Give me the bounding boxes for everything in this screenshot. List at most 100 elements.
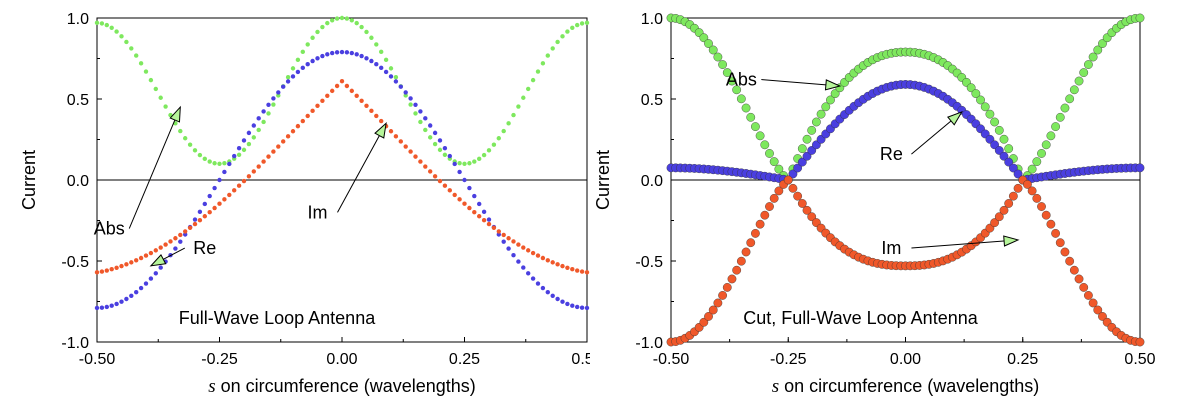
data-point xyxy=(980,102,990,112)
data-point xyxy=(232,188,237,193)
y-tick-label: -1.0 xyxy=(61,335,89,352)
data-point xyxy=(575,304,580,310)
data-point xyxy=(418,159,423,164)
data-point xyxy=(1060,247,1070,257)
x-tick-label: 0.50 xyxy=(1124,351,1155,368)
data-point xyxy=(811,117,821,127)
data-point xyxy=(774,164,784,174)
x-axis-label: s on circumference (wavelengths) xyxy=(208,376,476,397)
data-point xyxy=(530,250,536,256)
data-point xyxy=(560,299,565,304)
data-point xyxy=(976,95,985,105)
x-tick-label: -0.50 xyxy=(653,351,690,368)
data-point xyxy=(990,117,1000,127)
data-point xyxy=(148,276,154,281)
series-im xyxy=(94,49,590,311)
data-point xyxy=(584,270,590,275)
data-point xyxy=(971,89,981,99)
data-point xyxy=(134,289,139,295)
data-point xyxy=(364,29,369,35)
data-point xyxy=(1037,202,1046,211)
data-point xyxy=(359,53,364,59)
data-point xyxy=(134,258,139,263)
data-point xyxy=(276,144,281,149)
y-tick-label: -0.5 xyxy=(61,254,89,271)
data-point xyxy=(236,183,242,188)
data-point xyxy=(143,69,149,74)
data-point xyxy=(109,303,114,308)
data-point xyxy=(325,20,330,26)
data-point xyxy=(339,15,345,21)
data-point xyxy=(1055,238,1065,248)
data-point xyxy=(511,112,516,118)
data-point xyxy=(442,183,448,188)
data-point xyxy=(315,56,320,61)
data-point xyxy=(325,52,330,57)
data-point xyxy=(704,39,713,48)
data-point xyxy=(741,103,751,113)
data-point xyxy=(403,90,408,95)
data-point xyxy=(398,139,403,144)
data-point xyxy=(550,46,555,51)
data-point xyxy=(486,217,492,222)
data-point xyxy=(364,103,369,109)
y-tick-label: 0.0 xyxy=(641,173,663,190)
data-point xyxy=(334,16,340,21)
data-point xyxy=(418,119,423,125)
data-point xyxy=(699,33,709,43)
data-point xyxy=(173,236,178,241)
data-point xyxy=(94,305,100,311)
data-point xyxy=(788,169,798,179)
y-tick-label: -1.0 xyxy=(635,335,663,352)
annotation-label: Abs xyxy=(726,70,757,90)
data-point xyxy=(783,175,793,185)
data-point xyxy=(1079,283,1089,292)
data-point xyxy=(802,151,812,161)
data-point xyxy=(295,57,301,63)
data-point xyxy=(423,164,428,169)
data-point xyxy=(334,83,340,89)
data-point xyxy=(1069,85,1079,95)
data-point xyxy=(530,77,536,83)
data-point xyxy=(994,212,1004,222)
data-point xyxy=(138,255,144,261)
data-point xyxy=(570,267,575,272)
data-point xyxy=(330,50,335,56)
data-point xyxy=(575,268,580,273)
data-point xyxy=(432,130,438,136)
data-point xyxy=(261,109,266,114)
data-point xyxy=(1037,149,1046,158)
data-point xyxy=(746,238,756,248)
y-axis-label: Current xyxy=(19,150,39,210)
data-point xyxy=(187,225,193,230)
annotation-arrow-head xyxy=(1003,235,1020,247)
data-point xyxy=(1088,52,1098,62)
data-point xyxy=(457,169,462,175)
data-point xyxy=(797,199,807,208)
data-point xyxy=(241,138,247,143)
data-point xyxy=(999,134,1009,144)
data-point xyxy=(477,214,482,219)
data-point xyxy=(755,219,765,229)
data-point xyxy=(1069,265,1079,275)
data-point xyxy=(491,225,497,230)
data-point xyxy=(472,209,477,215)
data-point xyxy=(256,116,261,121)
data-point xyxy=(1065,256,1075,266)
data-point xyxy=(354,20,359,26)
data-point xyxy=(807,212,817,222)
data-point xyxy=(506,121,511,126)
data-point xyxy=(168,239,173,244)
data-point xyxy=(423,116,428,121)
data-point xyxy=(1135,13,1145,23)
data-point xyxy=(1065,94,1075,104)
x-axis-label: s on circumference (wavelengths) xyxy=(772,376,1040,397)
data-point xyxy=(1004,157,1014,167)
data-point xyxy=(1004,199,1014,208)
data-point xyxy=(565,301,570,307)
data-point xyxy=(1013,183,1023,193)
data-point xyxy=(1055,112,1065,122)
data-point xyxy=(241,178,247,184)
data-point xyxy=(521,245,526,250)
data-point xyxy=(423,127,428,133)
